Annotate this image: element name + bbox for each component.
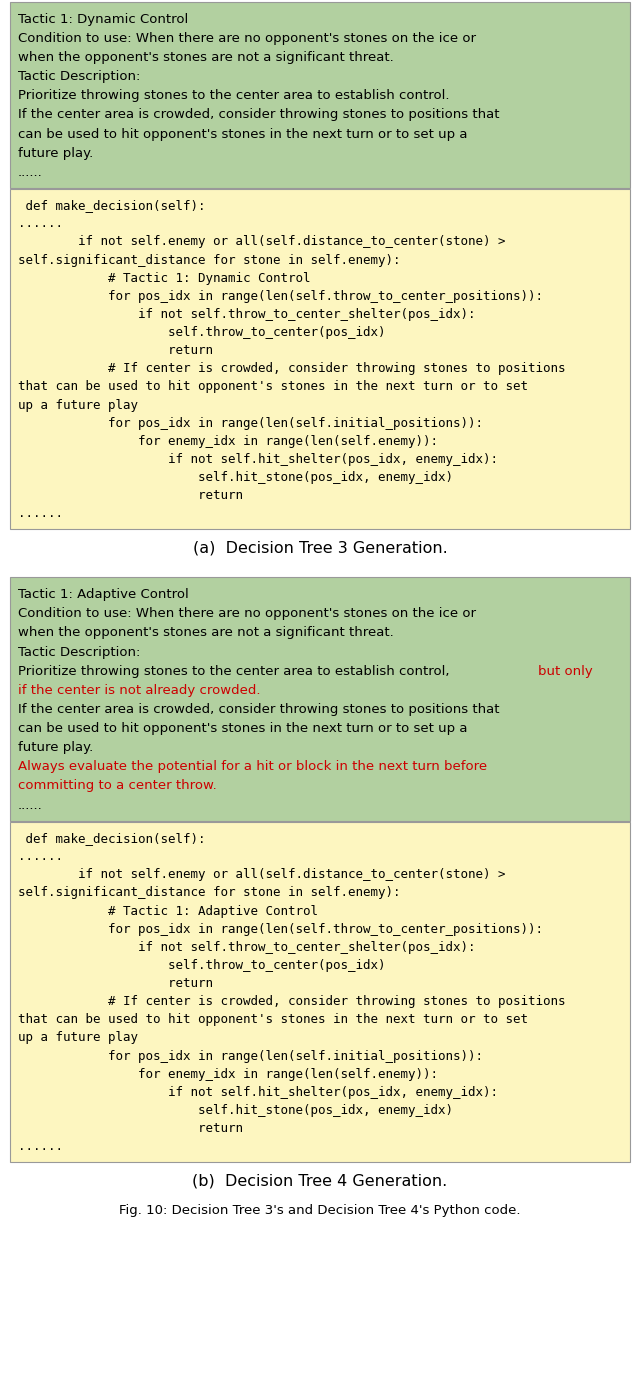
Text: that can be used to hit opponent's stones in the next turn or to set: that can be used to hit opponent's stone… bbox=[18, 381, 528, 393]
Text: if not self.hit_shelter(pos_idx, enemy_idx):: if not self.hit_shelter(pos_idx, enemy_i… bbox=[18, 1086, 498, 1099]
Text: can be used to hit opponent's stones in the next turn or to set up a: can be used to hit opponent's stones in … bbox=[18, 722, 467, 735]
Text: Prioritize throwing stones to the center area to establish control.: Prioritize throwing stones to the center… bbox=[18, 90, 449, 102]
Text: when the opponent's stones are not a significant threat.: when the opponent's stones are not a sig… bbox=[18, 626, 394, 640]
Text: Tactic 1: Adaptive Control: Tactic 1: Adaptive Control bbox=[18, 588, 189, 601]
Text: def make_decision(self):: def make_decision(self): bbox=[18, 832, 205, 846]
Text: ......: ...... bbox=[18, 798, 43, 812]
Bar bbox=[10, 189, 630, 529]
Text: but only: but only bbox=[538, 665, 593, 678]
Text: Prioritize throwing stones to the center area to establish control,: Prioritize throwing stones to the center… bbox=[18, 665, 454, 678]
Text: self.hit_stone(pos_idx, enemy_idx): self.hit_stone(pos_idx, enemy_idx) bbox=[18, 472, 453, 484]
Text: for pos_idx in range(len(self.initial_positions)):: for pos_idx in range(len(self.initial_po… bbox=[18, 417, 483, 430]
Text: if not self.throw_to_center_shelter(pos_idx):: if not self.throw_to_center_shelter(pos_… bbox=[18, 308, 476, 321]
Text: up a future play: up a future play bbox=[18, 1032, 138, 1044]
Text: Condition to use: When there are no opponent's stones on the ice or: Condition to use: When there are no oppo… bbox=[18, 32, 476, 45]
Text: that can be used to hit opponent's stones in the next turn or to set: that can be used to hit opponent's stone… bbox=[18, 1014, 528, 1026]
Bar bbox=[10, 1, 630, 188]
Text: if not self.enemy or all(self.distance_to_center(stone) >: if not self.enemy or all(self.distance_t… bbox=[18, 235, 506, 248]
Text: return: return bbox=[18, 977, 213, 990]
Bar bbox=[10, 822, 630, 1162]
Text: self.significant_distance for stone in self.enemy):: self.significant_distance for stone in s… bbox=[18, 253, 401, 266]
Text: ......: ...... bbox=[18, 165, 43, 179]
Text: for pos_idx in range(len(self.initial_positions)):: for pos_idx in range(len(self.initial_po… bbox=[18, 1050, 483, 1063]
Text: if not self.hit_shelter(pos_idx, enemy_idx):: if not self.hit_shelter(pos_idx, enemy_i… bbox=[18, 454, 498, 466]
Text: future play.: future play. bbox=[18, 147, 93, 160]
Text: Tactic 1: Dynamic Control: Tactic 1: Dynamic Control bbox=[18, 13, 188, 25]
Text: return: return bbox=[18, 344, 213, 357]
Bar bbox=[10, 577, 630, 820]
Text: def make_decision(self):: def make_decision(self): bbox=[18, 199, 205, 213]
Text: self.hit_stone(pos_idx, enemy_idx): self.hit_stone(pos_idx, enemy_idx) bbox=[18, 1105, 453, 1117]
Text: Always evaluate the potential for a hit or block in the next turn before: Always evaluate the potential for a hit … bbox=[18, 760, 487, 773]
Text: return: return bbox=[18, 489, 243, 503]
Text: if the center is not already crowded.: if the center is not already crowded. bbox=[18, 683, 260, 697]
Text: self.significant_distance for stone in self.enemy):: self.significant_distance for stone in s… bbox=[18, 886, 401, 899]
Text: can be used to hit opponent's stones in the next turn or to set up a: can be used to hit opponent's stones in … bbox=[18, 127, 467, 140]
Text: committing to a center throw.: committing to a center throw. bbox=[18, 780, 217, 792]
Text: for pos_idx in range(len(self.throw_to_center_positions)):: for pos_idx in range(len(self.throw_to_c… bbox=[18, 290, 543, 302]
Text: if not self.enemy or all(self.distance_to_center(stone) >: if not self.enemy or all(self.distance_t… bbox=[18, 868, 506, 881]
Text: Tactic Description:: Tactic Description: bbox=[18, 70, 140, 83]
Text: Condition to use: When there are no opponent's stones on the ice or: Condition to use: When there are no oppo… bbox=[18, 608, 476, 620]
Text: (a)  Decision Tree 3 Generation.: (a) Decision Tree 3 Generation. bbox=[193, 540, 447, 556]
Text: If the center area is crowded, consider throwing stones to positions that: If the center area is crowded, consider … bbox=[18, 703, 499, 715]
Text: # If center is crowded, consider throwing stones to positions: # If center is crowded, consider throwin… bbox=[18, 363, 566, 375]
Text: (b)  Decision Tree 4 Generation.: (b) Decision Tree 4 Generation. bbox=[193, 1173, 447, 1189]
Text: self.throw_to_center(pos_idx): self.throw_to_center(pos_idx) bbox=[18, 959, 385, 972]
Text: for pos_idx in range(len(self.throw_to_center_positions)):: for pos_idx in range(len(self.throw_to_c… bbox=[18, 923, 543, 935]
Text: return: return bbox=[18, 1121, 243, 1135]
Text: Tactic Description:: Tactic Description: bbox=[18, 645, 140, 658]
Text: If the center area is crowded, consider throwing stones to positions that: If the center area is crowded, consider … bbox=[18, 108, 499, 122]
Text: when the opponent's stones are not a significant threat.: when the opponent's stones are not a sig… bbox=[18, 50, 394, 64]
Text: # Tactic 1: Dynamic Control: # Tactic 1: Dynamic Control bbox=[18, 272, 310, 284]
Text: # If center is crowded, consider throwing stones to positions: # If center is crowded, consider throwin… bbox=[18, 995, 566, 1008]
Text: ......: ...... bbox=[18, 507, 63, 521]
Text: Fig. 10: Decision Tree 3's and Decision Tree 4's Python code.: Fig. 10: Decision Tree 3's and Decision … bbox=[119, 1204, 521, 1217]
Text: for enemy_idx in range(len(self.enemy)):: for enemy_idx in range(len(self.enemy)): bbox=[18, 435, 438, 448]
Text: ......: ...... bbox=[18, 217, 63, 231]
Text: self.throw_to_center(pos_idx): self.throw_to_center(pos_idx) bbox=[18, 326, 385, 339]
Text: future play.: future play. bbox=[18, 741, 93, 755]
Text: ......: ...... bbox=[18, 850, 63, 864]
Text: ......: ...... bbox=[18, 1140, 63, 1154]
Text: if not self.throw_to_center_shelter(pos_idx):: if not self.throw_to_center_shelter(pos_… bbox=[18, 941, 476, 953]
Text: # Tactic 1: Adaptive Control: # Tactic 1: Adaptive Control bbox=[18, 904, 318, 917]
Text: up a future play: up a future play bbox=[18, 399, 138, 412]
Text: for enemy_idx in range(len(self.enemy)):: for enemy_idx in range(len(self.enemy)): bbox=[18, 1068, 438, 1081]
